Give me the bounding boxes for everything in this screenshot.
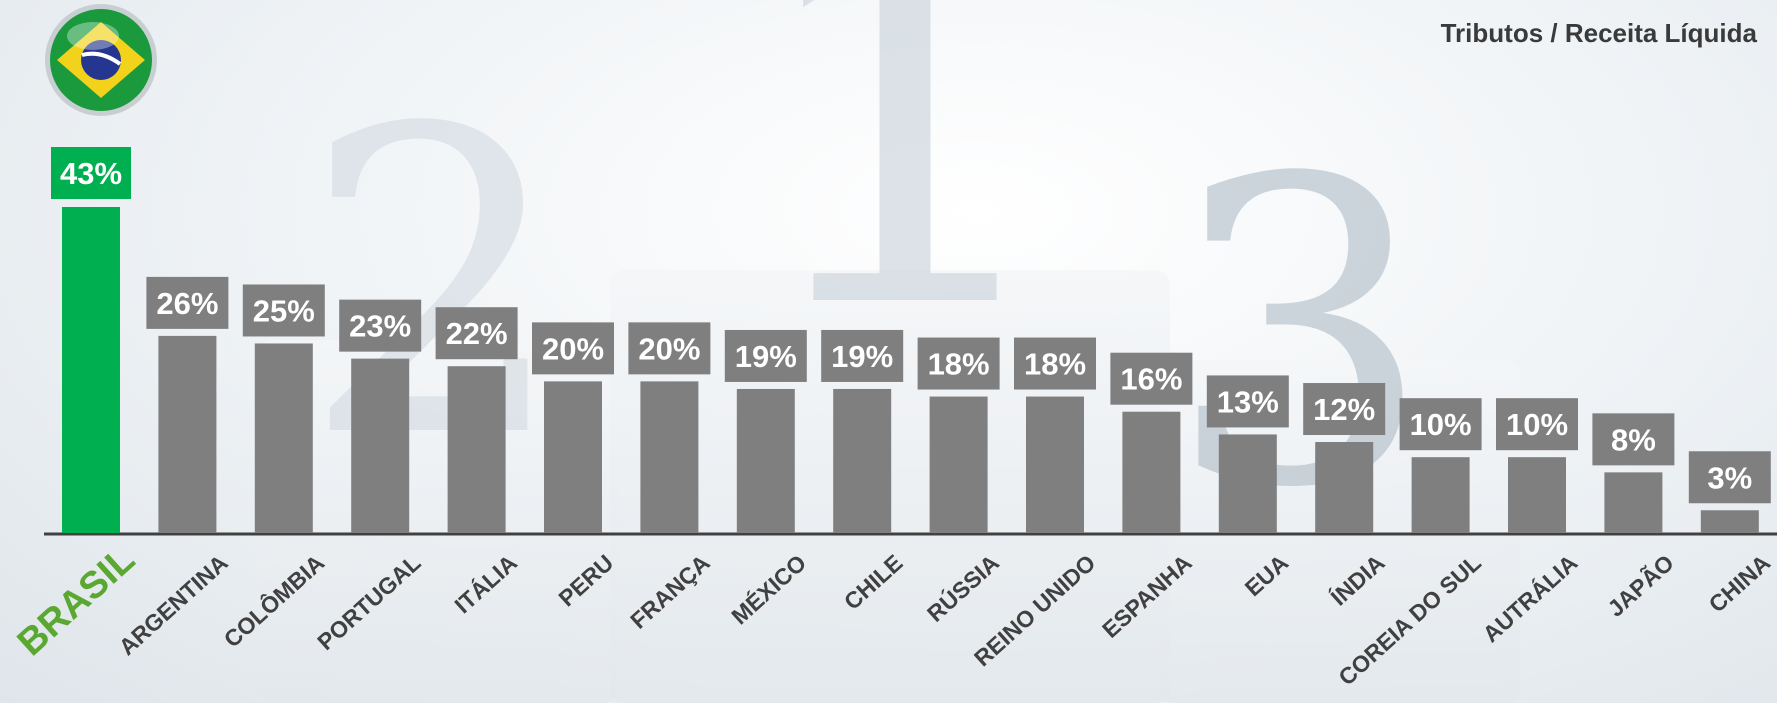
data-label-box: [242, 284, 325, 337]
category-label: AUTRÁLIA: [1477, 549, 1582, 648]
bar-12: [1218, 434, 1277, 533]
category-label: MÉXICO: [726, 549, 811, 630]
data-label-box: [1206, 375, 1289, 428]
data-label-box: [821, 329, 904, 382]
data-label: 18%: [1024, 347, 1086, 382]
bar-17: [1700, 510, 1759, 533]
data-label-box: [724, 329, 807, 382]
data-label: 25%: [253, 293, 315, 328]
bar-7: [736, 388, 795, 533]
category-label: JAPÃO: [1602, 549, 1679, 622]
data-label: 19%: [831, 339, 893, 374]
data-label: 20%: [542, 331, 604, 366]
data-label-box: [1496, 398, 1578, 451]
bar-9: [929, 396, 988, 533]
data-label: 10%: [1506, 407, 1568, 442]
bar-13: [1315, 442, 1374, 533]
category-label: CHILE: [839, 549, 908, 614]
data-label-box: [1014, 337, 1096, 390]
category-label: ESPANHA: [1097, 549, 1197, 642]
bar-1: [158, 335, 217, 533]
svg-text:3: 3: [1166, 91, 1433, 580]
bar-3: [351, 358, 410, 533]
data-label-box: [1399, 398, 1482, 451]
category-label: ÍNDIA: [1325, 549, 1390, 611]
data-label-box: [1303, 383, 1386, 436]
category-label: PORTUGAL: [312, 549, 425, 655]
category-label: RÚSSIA: [921, 549, 1004, 627]
data-label: 12%: [1313, 392, 1375, 427]
data-label: 10%: [1410, 407, 1472, 442]
bar-15: [1508, 457, 1566, 533]
bar-10: [1026, 396, 1084, 533]
bar-16: [1604, 472, 1663, 533]
bar-6: [640, 381, 699, 533]
data-label: 16%: [1120, 362, 1182, 397]
data-label: 26%: [156, 286, 218, 321]
category-label: PERU: [553, 549, 618, 611]
data-label: 19%: [735, 339, 797, 374]
data-label: 22%: [446, 316, 508, 351]
data-label: 8%: [1611, 422, 1656, 457]
data-label: 3%: [1707, 460, 1752, 495]
data-label-box: [1592, 413, 1675, 466]
data-label-box: [51, 147, 131, 199]
bar-5: [544, 381, 602, 533]
data-label-box: [917, 337, 1000, 390]
data-label-box: [1110, 352, 1193, 405]
category-label: CHINA: [1704, 549, 1776, 617]
data-label-box: [532, 322, 614, 375]
data-label: 43%: [60, 156, 122, 191]
data-label-box: [146, 276, 229, 329]
data-label: 23%: [349, 309, 411, 344]
bar-14: [1411, 457, 1470, 533]
data-label: 20%: [638, 331, 700, 366]
bar-11: [1122, 411, 1181, 533]
data-label-box: [628, 322, 711, 375]
data-label: 18%: [928, 347, 990, 382]
data-label-box: [339, 299, 422, 352]
bar-0: [62, 207, 120, 533]
brazil-flag-icon: [45, 4, 157, 116]
bar-8: [833, 388, 892, 533]
bar-2: [254, 343, 313, 533]
bar-4: [447, 366, 506, 533]
data-label: 13%: [1217, 384, 1279, 419]
chart-title: Tributos / Receita Líquida: [1440, 18, 1757, 48]
data-label-box: [1688, 451, 1771, 504]
svg-text:2: 2: [301, 41, 568, 530]
category-label: ITÁLIA: [449, 549, 522, 619]
category-label: EUA: [1240, 549, 1293, 601]
data-label-box: [435, 307, 518, 360]
category-label: FRANÇA: [625, 549, 715, 633]
